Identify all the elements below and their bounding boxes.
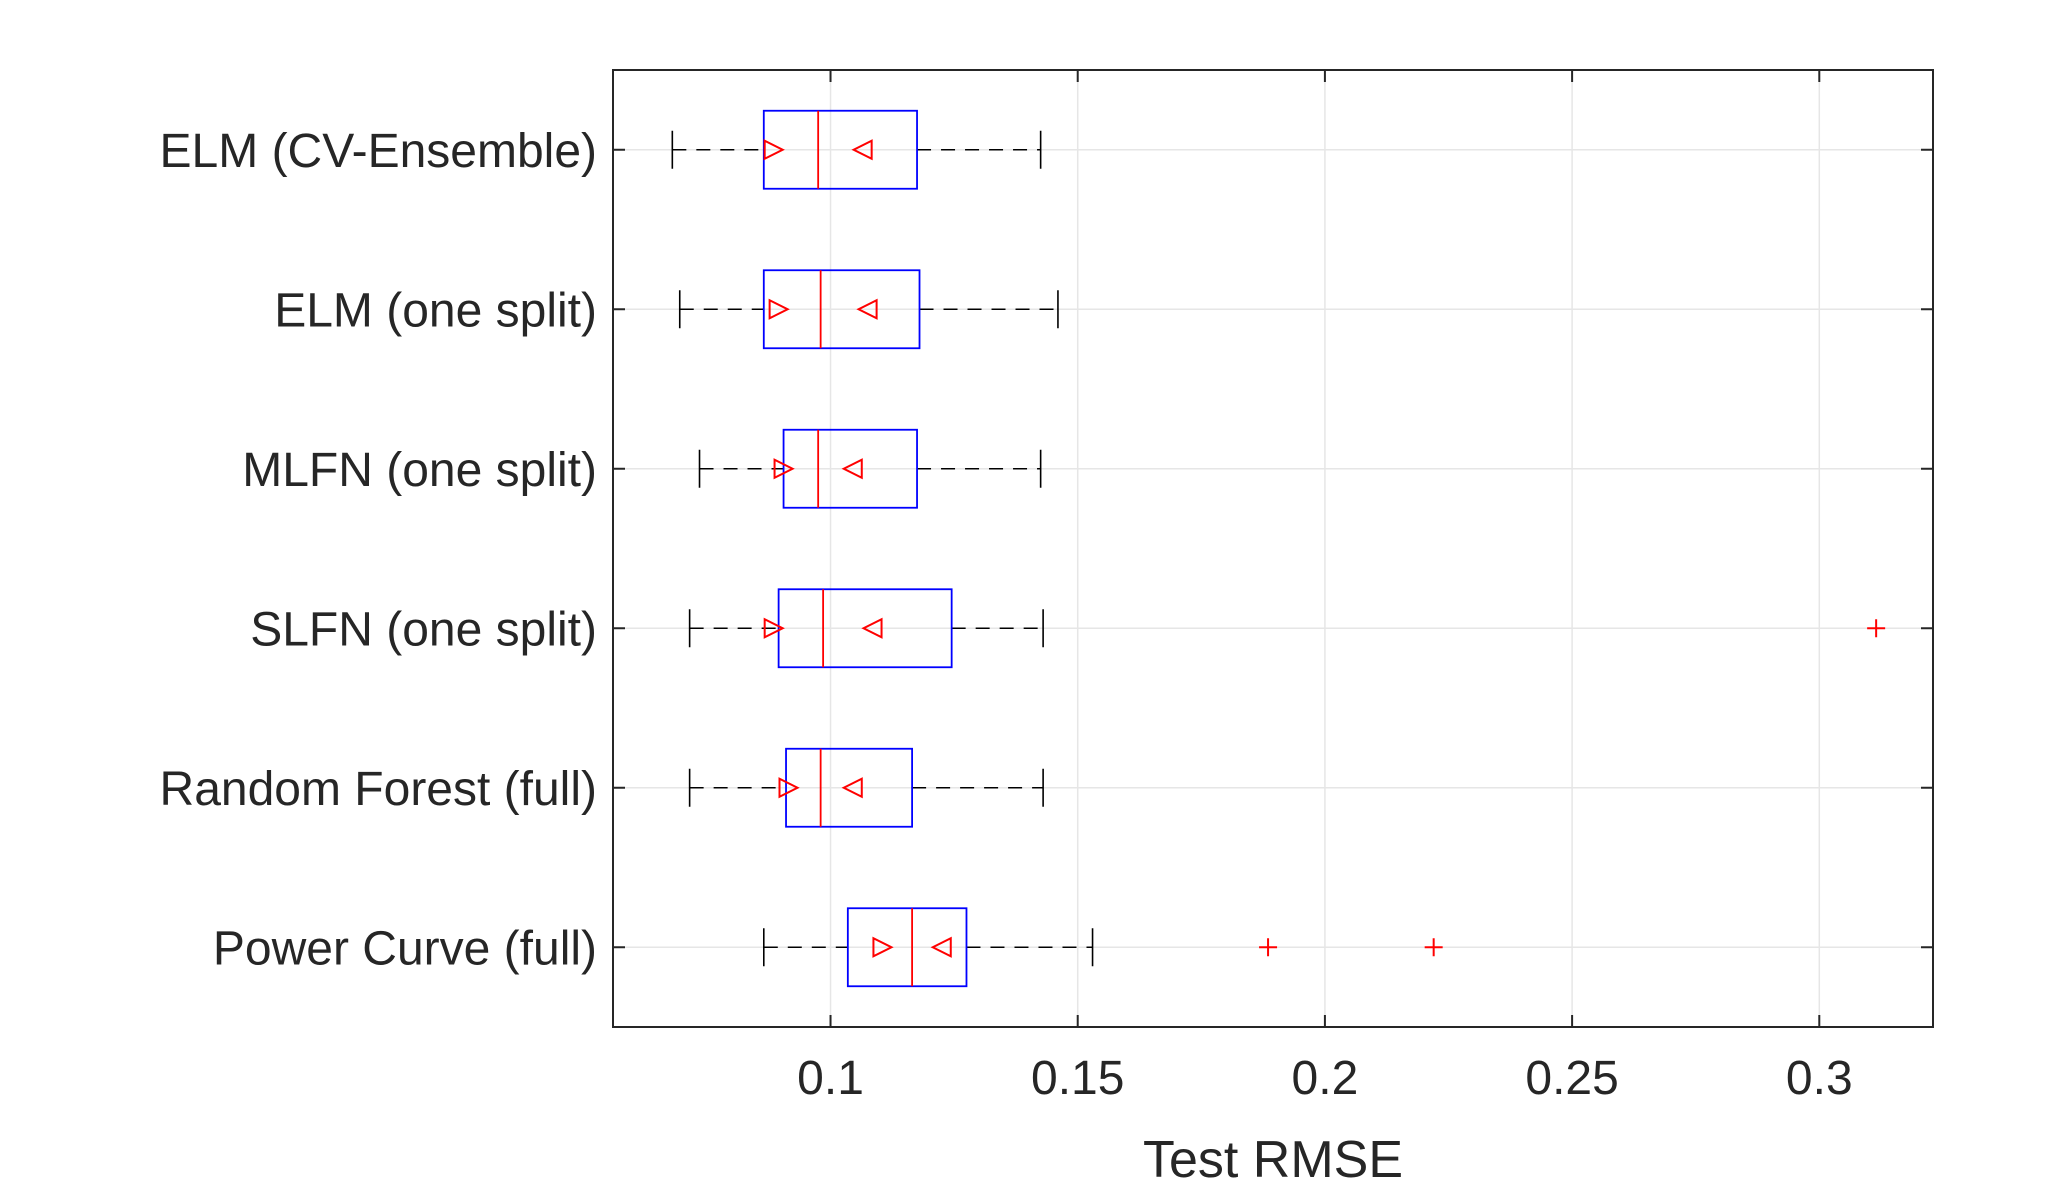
x-tick-label: 0.1 bbox=[797, 1052, 864, 1105]
notch-marker-lower bbox=[778, 777, 800, 799]
notch-marker-upper bbox=[841, 458, 863, 480]
box-group bbox=[762, 907, 1443, 988]
notch-marker-lower bbox=[763, 617, 785, 639]
category-label: SLFN (one split) bbox=[250, 603, 597, 656]
category-label: ELM (CV-Ensemble) bbox=[160, 125, 597, 178]
x-tick-label: 0.2 bbox=[1292, 1052, 1359, 1105]
category-label: ELM (one split) bbox=[274, 284, 597, 337]
category-label: Random Forest (full) bbox=[160, 763, 597, 816]
notch-marker-upper bbox=[856, 298, 878, 320]
box-iqr bbox=[785, 747, 914, 828]
box-group bbox=[698, 428, 1042, 509]
notch-marker-upper bbox=[841, 777, 863, 799]
notch-marker-lower bbox=[768, 298, 790, 320]
notch-marker-lower bbox=[773, 458, 795, 480]
grid bbox=[613, 70, 1933, 1027]
notch-marker-upper bbox=[861, 617, 883, 639]
box-group bbox=[671, 109, 1042, 190]
notch-marker-lower bbox=[763, 139, 785, 161]
outlier-marker bbox=[1424, 938, 1443, 957]
axis-ticks bbox=[613, 70, 1933, 1027]
box-iqr bbox=[762, 269, 921, 350]
notch-marker-lower bbox=[872, 936, 894, 958]
outlier-marker bbox=[1867, 619, 1886, 638]
box-iqr bbox=[777, 588, 953, 669]
box-iqr bbox=[782, 428, 918, 509]
axis-labels: 0.1 0.15 0.2 0.25 0.3 ELM (CV-Ensemble) ELM (o… bbox=[160, 125, 1853, 1105]
box-group bbox=[678, 269, 1059, 350]
outlier-marker bbox=[1259, 938, 1278, 957]
box-iqr bbox=[846, 907, 968, 988]
x-tick-label: 0.15 bbox=[1031, 1052, 1124, 1105]
box-group bbox=[688, 747, 1044, 828]
box-group bbox=[688, 588, 1886, 669]
x-tick-label: 0.3 bbox=[1786, 1052, 1853, 1105]
axes-frame bbox=[612, 69, 1934, 1028]
category-label: Power Curve (full) bbox=[213, 922, 597, 975]
notch-marker-upper bbox=[851, 139, 873, 161]
category-label: MLFN (one split) bbox=[242, 444, 597, 497]
x-tick-label: 0.25 bbox=[1525, 1052, 1618, 1105]
x-axis-title: Test RMSE bbox=[1143, 1131, 1403, 1188]
notch-marker-upper bbox=[930, 936, 952, 958]
boxes bbox=[671, 109, 1886, 988]
